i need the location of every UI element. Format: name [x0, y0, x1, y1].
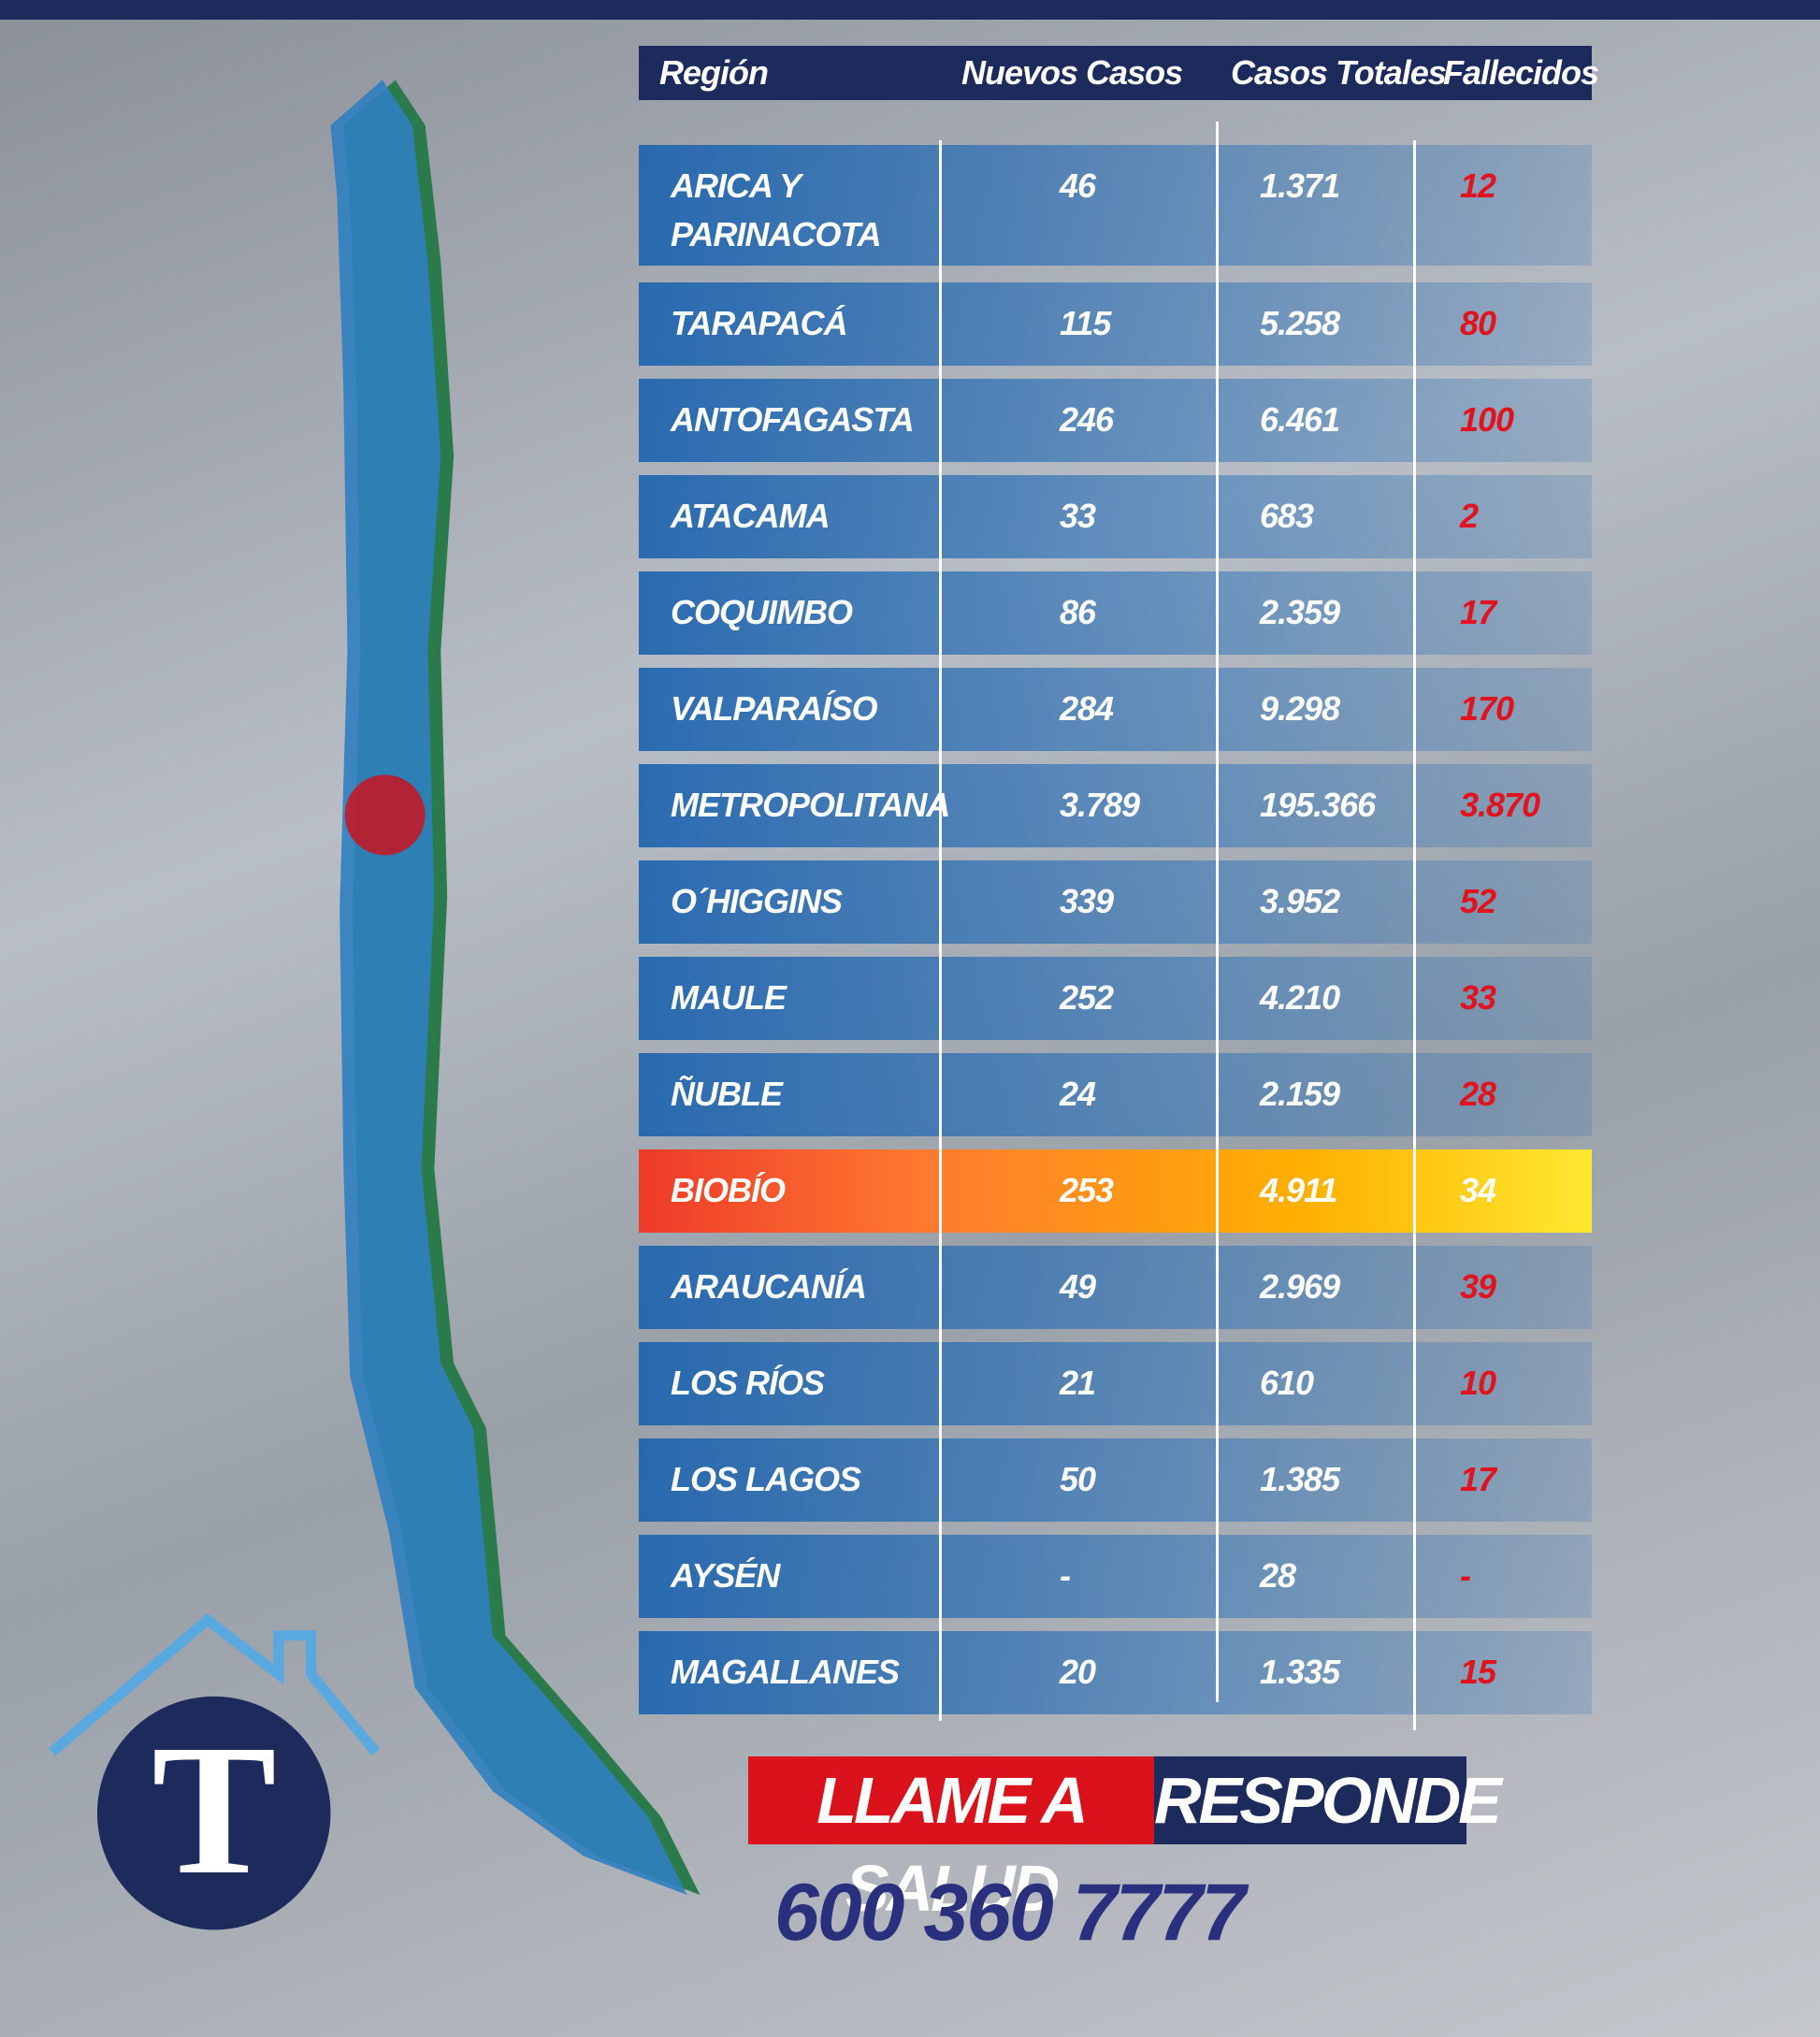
table-cell: 683	[1260, 492, 1313, 541]
table-cell: 4.210	[1260, 974, 1339, 1022]
table-cell: 1.385	[1260, 1455, 1339, 1504]
table-cell: MAGALLANES	[671, 1648, 904, 1697]
table-cell: 34	[1460, 1166, 1495, 1215]
table-cell: 170	[1460, 685, 1513, 733]
table-cell: 2	[1460, 492, 1478, 541]
table-cell: 33	[1460, 974, 1495, 1022]
table-cell: 1.335	[1260, 1648, 1339, 1697]
table-cell: ANTOFAGASTA	[671, 396, 904, 444]
table-cell: ÑUBLE	[671, 1070, 904, 1119]
table-cell: 2.159	[1260, 1070, 1339, 1119]
column-divider	[1413, 140, 1416, 1730]
banner-left: LLAME A SALUD	[748, 1756, 1154, 1844]
table-cell: 49	[1060, 1263, 1095, 1311]
map-chile	[330, 80, 686, 1895]
column-header: Nuevos Casos	[961, 46, 1182, 100]
column-divider	[1216, 122, 1219, 1702]
table-cell: 28	[1260, 1552, 1295, 1600]
table-cell: ATACAMA	[671, 492, 904, 541]
table-cell: 33	[1060, 492, 1095, 541]
table-cell: 15	[1460, 1648, 1495, 1697]
table-cell: LOS RÍOS	[671, 1359, 904, 1408]
table-cell: ARAUCANÍA	[671, 1263, 904, 1311]
table-cell: -	[1060, 1552, 1070, 1600]
table-cell: 2.969	[1260, 1263, 1339, 1311]
column-header: Región	[659, 46, 768, 100]
table-cell: -	[1460, 1552, 1470, 1600]
table-cell: LOS LAGOS	[671, 1455, 904, 1504]
banner-right: RESPONDE	[1154, 1756, 1466, 1844]
table-cell: 80	[1460, 299, 1495, 348]
table-cell: VALPARAÍSO	[671, 685, 904, 733]
table-cell: 115	[1060, 299, 1110, 348]
phone-number: 600 360 7777	[774, 1866, 1244, 1959]
table-cell: 3.870	[1460, 781, 1539, 830]
table-cell: 252	[1060, 974, 1113, 1022]
column-header: Casos Totales	[1231, 46, 1446, 100]
table-cell: 3.789	[1060, 781, 1139, 830]
table-cell: 46	[1060, 162, 1095, 210]
table-cell: 9.298	[1260, 685, 1339, 733]
table-cell: COQUIMBO	[671, 588, 904, 637]
table-cell: 17	[1460, 1455, 1495, 1504]
table-cell: 24	[1060, 1070, 1095, 1119]
table-cell: BIOBÍO	[671, 1166, 904, 1215]
table-cell: 1.371	[1260, 162, 1339, 210]
column-header: Fallecidos	[1443, 46, 1598, 100]
map-marker	[345, 774, 426, 855]
table-cell: ARICA Y PARINACOTA	[671, 162, 904, 259]
table-cell: 284	[1060, 685, 1113, 733]
table-cell: 50	[1060, 1455, 1095, 1504]
table-cell: AYSÉN	[671, 1552, 904, 1600]
table-cell: 2.359	[1260, 588, 1339, 637]
table-cell: 86	[1060, 588, 1095, 637]
table-cell: 21	[1060, 1359, 1095, 1408]
table-cell: 17	[1460, 588, 1495, 637]
logo: T	[97, 1694, 331, 1928]
table-cell: 28	[1460, 1070, 1495, 1119]
table-cell: METROPOLITANA	[671, 781, 904, 830]
table-cell: 100	[1460, 396, 1513, 444]
table-cell: MAULE	[671, 974, 904, 1022]
table-cell: 246	[1060, 396, 1113, 444]
table-cell: 610	[1260, 1359, 1313, 1408]
table-cell: O´HIGGINS	[671, 877, 904, 926]
table-cell: 6.461	[1260, 396, 1339, 444]
table-cell: TARAPACÁ	[671, 299, 904, 348]
table-cell: 52	[1460, 877, 1495, 926]
table-cell: 195.366	[1260, 781, 1375, 830]
page: T LLAME A SALUD RESPONDE 600 360 7777 Re…	[0, 0, 1820, 2037]
table-cell: 12	[1460, 162, 1495, 210]
table-cell: 39	[1460, 1263, 1495, 1311]
table-cell: 20	[1060, 1648, 1095, 1697]
column-divider	[939, 140, 942, 1721]
table-cell: 253	[1060, 1166, 1113, 1215]
table-cell: 4.911	[1260, 1166, 1336, 1215]
table-cell: 5.258	[1260, 299, 1339, 348]
table-cell: 3.952	[1260, 877, 1339, 926]
table-cell: 339	[1060, 877, 1113, 926]
table-cell: 10	[1460, 1359, 1495, 1408]
